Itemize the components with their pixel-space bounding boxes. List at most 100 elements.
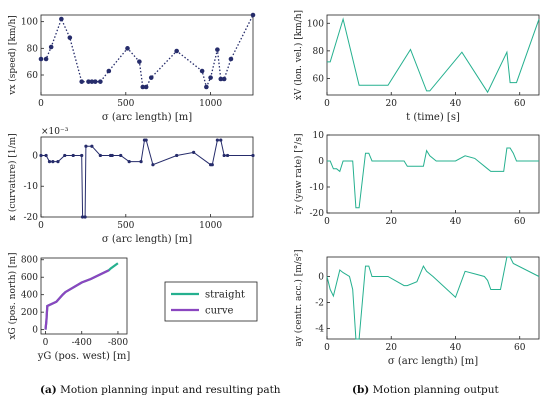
path-ytick-label: 0 <box>32 326 38 336</box>
path-chart: 0 -400 -800 0 200 400 600 800 yG (pos. west) [m]… <box>7 252 130 362</box>
yawrate-xtick-label: 0 <box>324 217 330 227</box>
centracc-xtick-label: 0 <box>324 343 330 353</box>
curvature-point <box>144 138 148 142</box>
path-ylabel: xG (pos. north) [m] <box>7 252 18 339</box>
curvature-point <box>215 138 219 142</box>
curvature-ytick-label: 0 <box>32 151 38 161</box>
curvature-ytick-label: -10 <box>24 182 39 192</box>
curvature-point <box>80 153 84 158</box>
curvature-point <box>219 138 223 142</box>
curvature-axes-frame <box>40 136 254 218</box>
lonvel-ytick-label: 60 <box>313 74 325 84</box>
path-ytick-label: 600 <box>21 273 38 283</box>
speed-point <box>199 68 205 74</box>
speed-point <box>137 59 142 64</box>
speed-axes-frame <box>40 14 254 96</box>
yawrate-ytick-label: -20 <box>310 209 325 219</box>
speed-point <box>215 47 220 52</box>
speed-point <box>143 84 149 90</box>
curvature-multiplier: ×10⁻³ <box>41 127 69 137</box>
path-xlabel: yG (pos. west) [m] <box>37 351 131 362</box>
curvature-point <box>119 153 123 158</box>
speed-series-line <box>41 14 254 89</box>
speed-point <box>204 84 209 90</box>
path-axes-frame <box>40 257 128 335</box>
legend-box <box>164 281 258 322</box>
curvature-xtick-label: 500 <box>117 221 134 231</box>
curvature-xtick-label: 1000 <box>199 221 222 231</box>
speed-xtick-label: 500 <box>117 99 134 109</box>
yawrate-xtick-label: 60 <box>514 217 526 227</box>
yawrate-axes-frame <box>326 134 540 214</box>
centracc-ytick-label: -4 <box>315 325 324 335</box>
lonvel-chart: 0 20 40 60 60 80 100 t (time) [s] ẋV (lon. vel.)… <box>293 10 540 123</box>
curvature-xlabel: σ (arc length) [m] <box>102 234 192 245</box>
centracc-xtick-label: 60 <box>514 343 526 353</box>
caption-a: (a) Motion planning input and resulting … <box>40 384 281 396</box>
yawrate-chart: 0 20 40 60 -20 -10 0 10 ṙy (yaw rate) [°/s] <box>293 131 540 227</box>
speed-point <box>89 79 95 84</box>
centracc-series-line <box>326 256 540 340</box>
legend-label-straight: straight <box>205 290 245 301</box>
speed-point <box>67 35 73 40</box>
speed-point <box>148 75 154 80</box>
curvature-ytick-label: -20 <box>24 213 39 223</box>
path-xtick-label: -800 <box>108 338 128 348</box>
lonvel-ylabel: ẋV (lon. vel.) [km/h] <box>293 10 304 100</box>
speed-ylabel: vx (speed) [km/h] <box>7 15 18 96</box>
curvature-point <box>47 160 52 164</box>
curvature-point <box>127 160 131 164</box>
legend-label-curve: curve <box>205 306 233 317</box>
curvature-ylabel: κ (curvature) [1/m] <box>7 133 18 220</box>
speed-point <box>106 68 112 74</box>
speed-point <box>43 56 49 62</box>
centracc-axes-frame <box>326 256 540 340</box>
centracc-ylabel: ay (centr. acc.) [m/s²] <box>293 249 304 346</box>
curvature-point <box>83 215 87 219</box>
speed-ytick-label: 100 <box>21 18 38 28</box>
path-ytick-label: 200 <box>21 308 38 318</box>
caption-b: (b) Motion planning output <box>352 384 499 396</box>
path-legend: straight curve <box>164 281 258 322</box>
curvature-point <box>63 153 67 158</box>
speed-xtick-label: 1000 <box>199 99 222 109</box>
lonvel-series-line <box>327 17 540 94</box>
path-series-line-straight <box>44 262 119 330</box>
speed-xtick-label: 0 <box>38 99 44 109</box>
caption-b-tag: (b) <box>352 384 370 396</box>
curvature-point <box>84 144 88 148</box>
speed-point <box>125 46 130 51</box>
curvature-point <box>80 215 85 219</box>
lonvel-axes-frame <box>326 14 540 96</box>
speed-point <box>92 79 98 84</box>
speed-point <box>250 12 256 18</box>
centracc-xlabel: σ (arc length) [m] <box>388 356 478 367</box>
lonvel-ytick-label: 80 <box>313 47 325 57</box>
curvature-point <box>225 153 230 158</box>
speed-point <box>228 56 234 62</box>
caption-b-text: Motion planning output <box>372 384 499 396</box>
speed-point <box>38 56 44 62</box>
curvature-point <box>98 153 102 158</box>
curvature-point <box>139 160 143 164</box>
curvature-point <box>56 160 60 164</box>
yawrate-ytick-label: 10 <box>313 131 325 141</box>
curvature-chart: 0 500 1000 -20 -10 0 σ (arc length) [m] κ (curv… <box>7 127 255 245</box>
yawrate-ytick-label: -10 <box>310 183 325 193</box>
path-ytick-label: 400 <box>21 291 38 301</box>
curvature-point <box>51 160 55 164</box>
yawrate-ylabel: ṙy (yaw rate) [°/s] <box>293 134 304 215</box>
speed-point <box>98 79 103 84</box>
speed-point <box>221 76 227 82</box>
path-xtick-label: 0 <box>43 338 49 348</box>
lonvel-xtick-label: 20 <box>386 99 398 109</box>
yawrate-ytick-label: 0 <box>318 157 324 167</box>
curvature-point <box>90 144 94 148</box>
path-series-line-curve <box>44 269 110 330</box>
speed-point <box>48 44 54 50</box>
path-xtick-label: -400 <box>72 338 92 348</box>
speed-point <box>174 48 179 54</box>
centracc-ytick-label: -2 <box>315 299 324 309</box>
yawrate-xtick-label: 20 <box>386 217 398 227</box>
